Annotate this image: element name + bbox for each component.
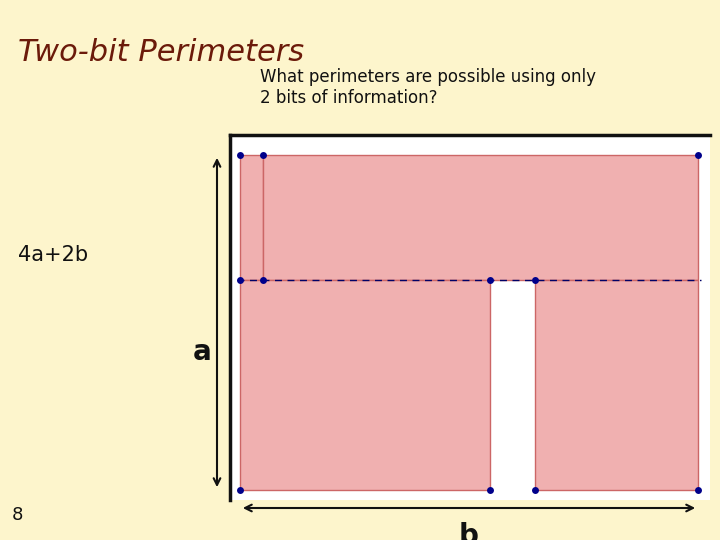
Text: 4a+2b: 4a+2b (18, 245, 88, 265)
Text: What perimeters are possible using only
2 bits of information?: What perimeters are possible using only … (260, 68, 596, 107)
Text: Two-bit Perimeters: Two-bit Perimeters (18, 38, 304, 67)
Bar (535, 280, 698, 490)
Text: 8: 8 (12, 506, 23, 524)
Text: b: b (459, 522, 479, 540)
Bar (240, 280, 490, 490)
Bar (263, 155, 698, 280)
Text: a: a (192, 339, 211, 367)
Bar (240, 155, 263, 280)
Bar (230, 135, 710, 500)
